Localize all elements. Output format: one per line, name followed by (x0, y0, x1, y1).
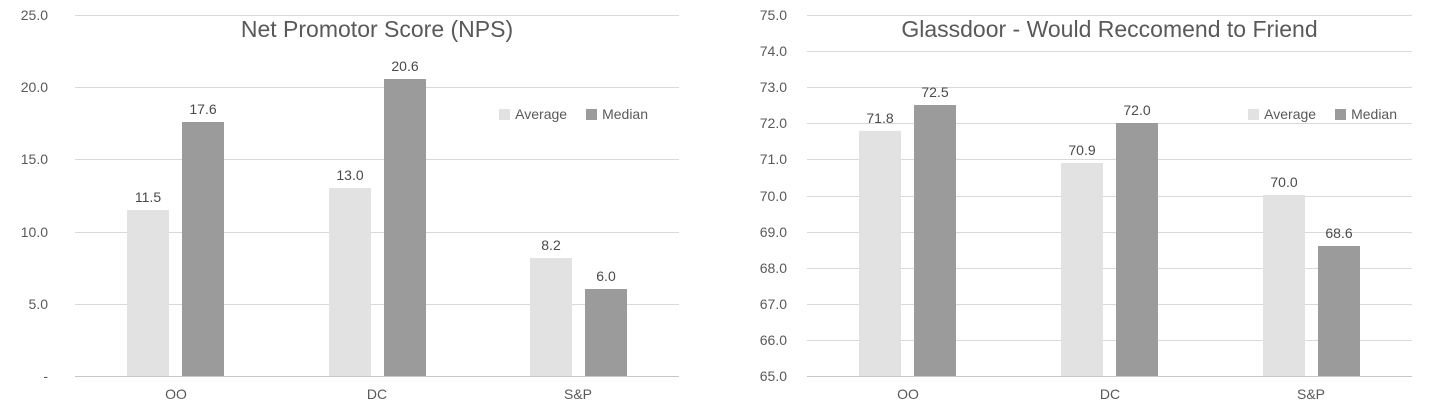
y-tick-label: 70.0 (759, 188, 787, 204)
gridline (807, 15, 1412, 16)
legend-item-average: Average (1248, 106, 1316, 122)
y-tick-label: 73.0 (759, 79, 787, 95)
bar-median-dc (1116, 123, 1158, 376)
x-axis-line (807, 376, 1412, 377)
legend-item-average: Average (499, 106, 567, 122)
legend: Average Median (499, 106, 648, 122)
value-label-average-oo: 71.8 (866, 110, 894, 126)
bar-median-sp (585, 289, 627, 376)
legend-label: Median (1351, 106, 1397, 122)
legend-swatch-median-icon (586, 108, 598, 120)
bar-average-sp (1263, 195, 1305, 376)
value-label-median-dc: 20.6 (391, 58, 419, 74)
plot-area: 11.5 17.6 13.0 20.6 8.2 6.0 (75, 15, 679, 377)
legend-label: Median (602, 106, 648, 122)
category-label-oo: OO (897, 386, 919, 402)
gridline (75, 87, 679, 88)
bar-median-sp (1318, 246, 1360, 376)
legend-label: Average (515, 106, 568, 122)
category-label-sp: S&P (1296, 386, 1325, 402)
gridline (75, 304, 679, 305)
y-tick-label: 68.0 (759, 260, 787, 276)
bar-average-dc (1061, 163, 1103, 376)
y-tick-label: - (43, 368, 48, 384)
legend-swatch-average-icon (1248, 108, 1260, 120)
value-label-median-sp: 68.6 (1325, 225, 1353, 241)
x-axis-line (75, 376, 679, 377)
gridline (807, 340, 1412, 341)
value-label-average-oo: 11.5 (134, 189, 162, 205)
value-label-average-dc: 13.0 (336, 167, 364, 183)
gridline (807, 196, 1412, 197)
category-label-sp: S&P (563, 386, 592, 402)
y-tick-label: 72.0 (759, 115, 787, 131)
value-label-average-sp: 8.2 (541, 237, 561, 253)
chart-title: Glassdoor - Would Reccomend to Friend (901, 16, 1318, 42)
bar-median-oo (182, 122, 224, 376)
y-tick-label: 25.0 (20, 7, 48, 23)
value-label-average-dc: 70.9 (1068, 142, 1096, 158)
category-label-dc: DC (366, 386, 388, 402)
value-label-median-oo: 72.5 (921, 84, 949, 100)
gridline (807, 232, 1412, 233)
y-tick-label: 20.0 (20, 79, 48, 95)
gridline (75, 232, 679, 233)
chart-nps: Net Promotor Score (NPS) 11.5 17.6 13.0 20.6… (0, 0, 700, 420)
plot-area: 71.8 72.5 70.9 72.0 70.0 68.6 (807, 15, 1412, 377)
value-label-median-dc: 72.0 (1123, 102, 1151, 118)
gridline (807, 159, 1412, 160)
bar-average-dc (329, 188, 371, 376)
gridline (807, 87, 1412, 88)
gridline (807, 304, 1412, 305)
category-label-oo: OO (165, 386, 187, 402)
legend-item-median: Median (586, 106, 648, 122)
legend-item-median: Median (1335, 106, 1397, 122)
bar-median-dc (384, 79, 426, 376)
legend-swatch-median-icon (1335, 108, 1347, 120)
y-tick-label: 69.0 (759, 224, 787, 240)
legend: Average Median (1248, 106, 1397, 122)
gridline (75, 15, 679, 16)
category-label-dc: DC (1099, 386, 1121, 402)
y-tick-label: 5.0 (28, 296, 48, 312)
y-tick-label: 10.0 (20, 224, 48, 240)
chart-glassdoor: Glassdoor - Would Reccomend to Friend 71.… (712, 0, 1437, 420)
gridline (75, 159, 679, 160)
y-tick-label: 15.0 (20, 151, 48, 167)
bar-average-oo (859, 131, 901, 376)
chart-title: Net Promotor Score (NPS) (240, 16, 514, 42)
y-tick-label: 67.0 (759, 296, 787, 312)
y-tick-label: 66.0 (759, 332, 787, 348)
y-tick-label: 75.0 (759, 7, 787, 23)
legend-label: Average (1264, 106, 1317, 122)
legend-swatch-average-icon (499, 108, 511, 120)
bar-average-oo (127, 210, 169, 376)
value-label-median-oo: 17.6 (189, 101, 217, 117)
bar-average-sp (530, 258, 572, 376)
value-label-average-sp: 70.0 (1270, 174, 1298, 190)
y-tick-label: 74.0 (759, 43, 787, 59)
y-tick-label: 65.0 (759, 368, 787, 384)
gridline (807, 268, 1412, 269)
y-tick-label: 71.0 (759, 151, 787, 167)
bar-median-oo (914, 105, 956, 376)
value-label-median-sp: 6.0 (596, 268, 616, 284)
gridline (807, 123, 1412, 124)
gridline (807, 51, 1412, 52)
